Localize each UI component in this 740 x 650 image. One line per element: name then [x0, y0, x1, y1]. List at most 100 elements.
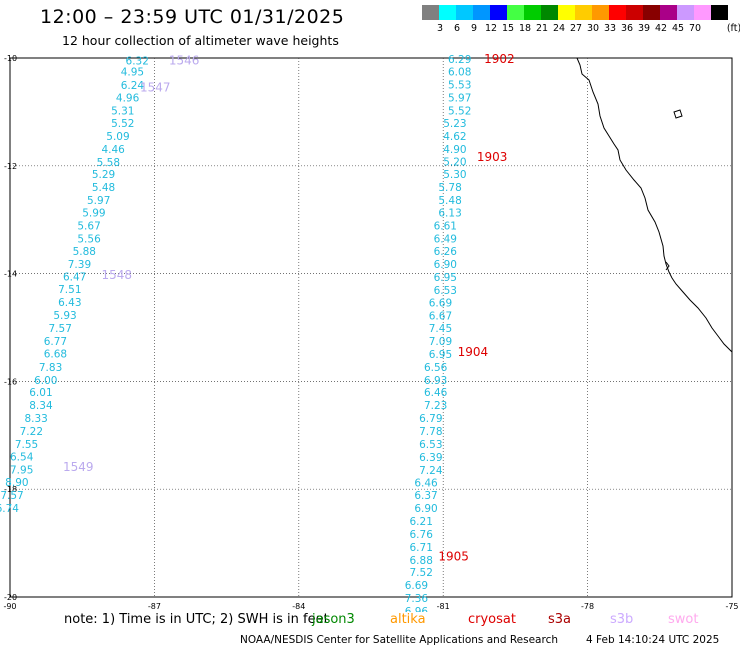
wave-height-value: 7.51 [58, 284, 81, 296]
satellite-s3a: s3a [548, 612, 572, 627]
lat-tick-label: -12 [4, 162, 17, 171]
wave-height-value: 6.13 [438, 208, 461, 220]
coastline-peru [576, 57, 733, 353]
legend-swatch [524, 5, 541, 20]
wave-height-value: 4.46 [101, 144, 125, 156]
lon-tick-label: -90 [3, 602, 16, 611]
legend-label: 15 [501, 23, 515, 34]
pass-time-label: 1548 [101, 268, 132, 282]
wave-height-value: 7.22 [20, 426, 43, 438]
wave-height-value: 7.45 [429, 323, 452, 335]
wave-height-value: 7.95 [10, 464, 33, 476]
legend-label: 33 [603, 23, 617, 34]
wave-height-value: 5.97 [448, 92, 471, 104]
map-frame [9, 57, 733, 598]
wave-height-value: 6.56 [424, 362, 448, 374]
legend-swatch [422, 5, 439, 20]
wave-height-value: 6.77 [44, 336, 67, 348]
legend-swatch [626, 5, 643, 20]
legend-swatch [558, 5, 575, 20]
legend-label: 24 [552, 23, 566, 34]
lat-tick-label: -18 [4, 485, 17, 494]
wave-height-value: 6.90 [434, 259, 457, 271]
wave-height-value: 5.93 [53, 310, 76, 322]
wave-height-value: 5.88 [73, 246, 96, 258]
pass-time-label: 1549 [63, 460, 94, 474]
wave-height-value: 6.69 [405, 580, 428, 592]
wave-height-value: 6.08 [448, 66, 471, 78]
credits-text: NOAA/NESDIS Center for Satellite Applica… [240, 634, 558, 646]
legend-label: 21 [535, 23, 549, 34]
wave-height-value: 5.20 [443, 156, 466, 168]
wave-height-value: 6.68 [44, 348, 67, 360]
wave-height-value: 5.99 [82, 208, 105, 220]
wave-height-value: 6.96 [405, 606, 429, 612]
wave-height-value: 6.69 [429, 298, 452, 310]
wave-height-value: 5.53 [448, 79, 471, 91]
wave-height-value: 5.48 [92, 182, 115, 194]
satellite-swot: swot [668, 612, 699, 627]
wave-height-value: 7.57 [49, 323, 72, 335]
map-subtitle: 12 hour collection of altimeter wave hei… [62, 33, 339, 48]
pass-time-label: 1902 [484, 52, 515, 66]
pass-time-label: 1903 [477, 150, 508, 164]
wave-height-value: 7.24 [419, 465, 443, 477]
satellite-jason3: jason3 [312, 612, 355, 627]
legend-label: 6 [453, 23, 461, 34]
wave-height-value: 5.78 [438, 182, 461, 194]
wave-height-value: 6.95 [429, 349, 452, 361]
wave-height-value: 6.71 [410, 542, 433, 554]
wave-height-value: 8.34 [29, 400, 53, 412]
legend-swatch [643, 5, 660, 20]
legend-swatch [507, 5, 524, 20]
coast-inlet [665, 261, 670, 271]
lat-tick-label: -14 [4, 270, 17, 279]
wave-height-value: 7.09 [429, 336, 452, 348]
wave-height-value: 6.88 [410, 555, 433, 567]
legend-swatch [439, 5, 456, 20]
wave-height-value: 6.46 [414, 478, 438, 490]
lon-tick-label: -87 [148, 602, 161, 611]
wave-height-value: 7.36 [405, 593, 429, 605]
wave-height-value: 6.00 [34, 375, 57, 387]
wave-height-value: 6.61 [434, 221, 457, 233]
wave-height-value: 6.53 [419, 439, 442, 451]
legend-unit: (ft) [726, 23, 740, 34]
pass-time-label: 1546 [169, 54, 200, 68]
wave-height-value: 5.67 [77, 221, 100, 233]
wave-height-value: 6.74 [0, 503, 19, 515]
wave-height-value: 5.58 [97, 157, 120, 169]
wave-height-value: 4.96 [116, 92, 140, 104]
wave-height-value: 6.29 [448, 54, 471, 66]
wave-height-value: 7.57 [0, 490, 23, 502]
wave-height-value: 7.23 [424, 400, 447, 412]
legend-label: 42 [654, 23, 668, 34]
legend-label: 30 [586, 23, 600, 34]
legend-swatch [473, 5, 490, 20]
legend-swatch [711, 5, 728, 20]
wave-height-value: 5.97 [87, 195, 110, 207]
wave-height-value: 6.26 [434, 246, 458, 258]
satellite-cryosat: cryosat [468, 612, 516, 627]
legend-label: 36 [620, 23, 634, 34]
footer-note: note: 1) Time is in UTC; 2) SWH is in fe… [64, 612, 329, 627]
legend-label: 70 [688, 23, 702, 34]
pass-time-label: 1905 [438, 550, 469, 564]
wave-height-value: 6.67 [429, 311, 452, 323]
wave-height-value: 8.90 [5, 477, 28, 489]
island-outline [673, 109, 683, 119]
legend-swatch [575, 5, 592, 20]
satellite-s3b: s3b [610, 612, 634, 627]
wave-height-value: 5.29 [92, 169, 115, 181]
lat-tick-label: -20 [4, 593, 17, 602]
wave-height-value: 4.62 [443, 131, 466, 143]
wave-height-value: 7.39 [68, 259, 91, 271]
wave-height-value: 7.78 [419, 426, 442, 438]
wave-height-value: 6.37 [414, 490, 437, 502]
wave-height-value: 6.21 [410, 516, 433, 528]
wave-height-value: 4.90 [443, 144, 466, 156]
wave-height-value: 6.43 [58, 297, 81, 309]
wave-height-value: 5.31 [111, 105, 134, 117]
satellite-altika: altika [390, 612, 426, 627]
legend-label: 39 [637, 23, 651, 34]
